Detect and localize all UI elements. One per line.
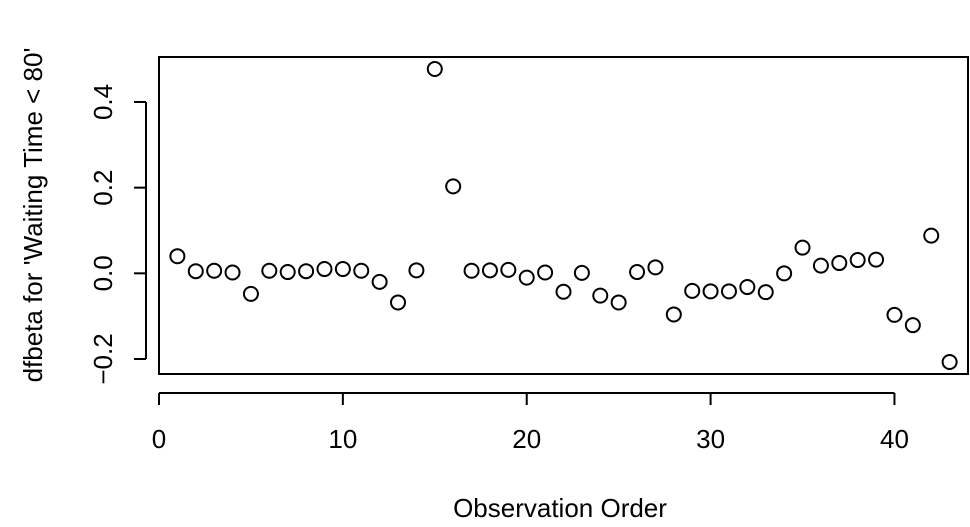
data-point: [481, 262, 498, 279]
data-point: [334, 261, 351, 278]
data-point: [224, 264, 241, 281]
data-point: [408, 262, 425, 279]
data-point: [941, 354, 958, 371]
data-point: [868, 251, 885, 268]
x-tick-label: 0: [152, 424, 166, 454]
data-point: [592, 287, 609, 304]
data-point: [371, 273, 388, 290]
data-point: [794, 239, 811, 256]
data-point: [500, 261, 517, 278]
data-point: [279, 264, 296, 281]
data-point: [904, 317, 921, 334]
data-point: [573, 264, 590, 281]
data-point: [537, 264, 554, 281]
x-tick-label: 10: [328, 424, 357, 454]
data-point: [757, 284, 774, 301]
y-axis: −0.2 0.0 0.2 0.4: [88, 84, 147, 385]
data-point: [353, 262, 370, 279]
data-point: [923, 227, 940, 244]
data-point: [610, 294, 627, 311]
data-point: [169, 248, 186, 265]
y-tick-label: −0.2: [88, 333, 118, 384]
y-tick-label: 0.2: [88, 170, 118, 206]
y-axis-title: dfbeta for 'Waiting Time < 80': [18, 48, 48, 383]
data-point: [812, 257, 829, 274]
data-point: [426, 60, 443, 77]
data-point: [629, 264, 646, 281]
data-point: [886, 306, 903, 323]
x-axis-title: Observation Order: [453, 493, 667, 523]
data-point: [555, 283, 572, 300]
data-point: [242, 285, 259, 302]
data-point: [739, 279, 756, 296]
data-point: [518, 269, 535, 286]
data-point: [665, 306, 682, 323]
y-tick-label: 0.4: [88, 84, 118, 120]
x-tick-label: 30: [696, 424, 725, 454]
data-point: [206, 262, 223, 279]
data-point: [702, 283, 719, 300]
data-point: [831, 255, 848, 272]
data-points: [169, 60, 958, 371]
data-point: [187, 263, 204, 280]
data-point: [849, 252, 866, 269]
data-point: [684, 282, 701, 299]
x-axis: 0 10 20 30 40: [152, 392, 909, 454]
data-point: [261, 262, 278, 279]
data-point: [390, 294, 407, 311]
data-point: [298, 263, 315, 280]
data-point: [647, 259, 664, 276]
x-tick-label: 20: [512, 424, 541, 454]
data-point: [316, 261, 333, 278]
data-point: [776, 265, 793, 282]
data-point: [720, 283, 737, 300]
data-point: [445, 178, 462, 195]
data-point: [463, 262, 480, 279]
plot-frame: [158, 56, 969, 375]
y-tick-label: 0.0: [88, 255, 118, 291]
x-tick-label: 40: [880, 424, 909, 454]
